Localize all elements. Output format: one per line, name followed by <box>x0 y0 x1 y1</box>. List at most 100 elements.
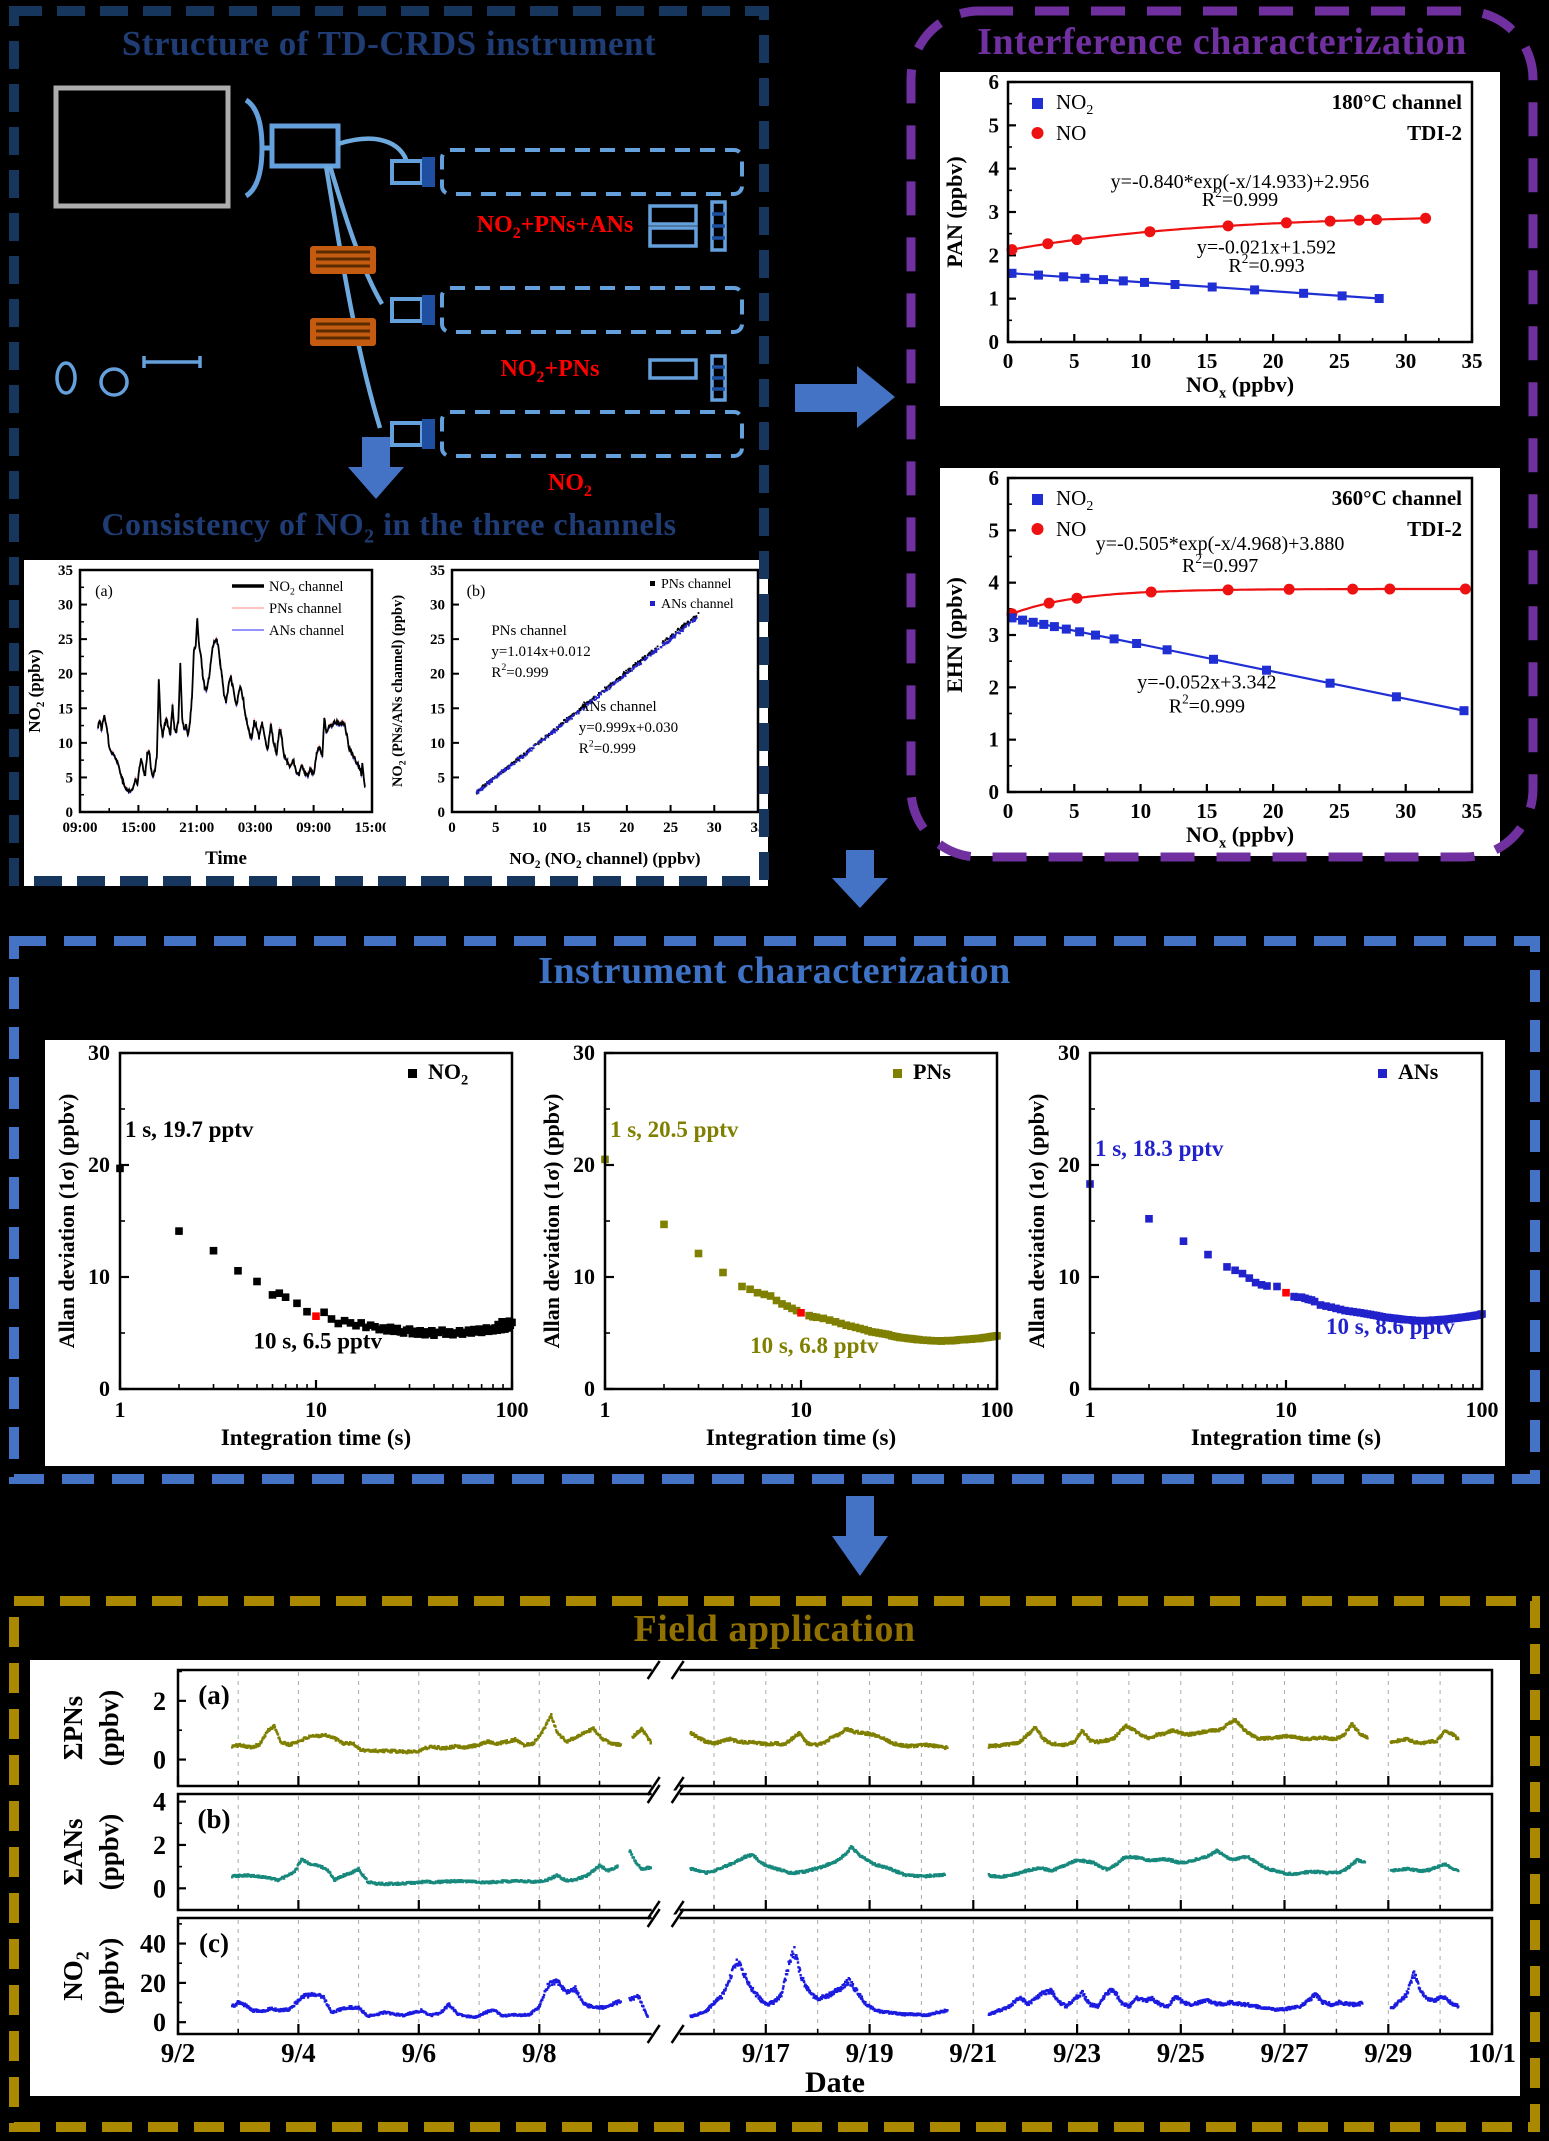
y-axis-label: Allan deviation (1σ) (ppbv) <box>54 1093 79 1348</box>
flow-components-2 <box>648 354 727 402</box>
chart-text: 0 <box>66 805 74 821</box>
x-axis-label: Integration time (s) <box>706 1425 896 1450</box>
chart-text: 15:00 <box>121 820 156 836</box>
field-data-(b) <box>231 1845 1460 1887</box>
chart-text: 10 <box>1130 799 1151 823</box>
structure-consistency-panel: Structure of TD-CRDS instrument <box>10 8 768 886</box>
chart-text: 0 <box>989 330 1000 354</box>
allan-svg: 1 10 100 0 10 20 30 Integration time (s) Allan d… <box>54 1040 529 1450</box>
chart-text: 10 <box>430 735 445 751</box>
chart-text: 15 <box>1196 799 1217 823</box>
flow-components-1 <box>648 200 727 252</box>
channel-title: 180°C channel <box>1332 90 1462 114</box>
chart-text: 35 <box>58 563 73 579</box>
chart-text: 4 <box>989 157 1000 181</box>
chart-text: 35 <box>751 820 766 836</box>
chart-text: 15 <box>430 701 445 717</box>
date-tick: 9/27 <box>1261 2038 1309 2068</box>
blue-r2: R2=0.993 <box>1228 251 1304 277</box>
chart-text: 100 <box>1466 1397 1499 1422</box>
consistency-plots-card: 0 5 10 15 20 25 30 35 09:00 15:00 21:00 03:00 09:00 1… <box>24 560 768 886</box>
field-title: Field application <box>633 1608 916 1650</box>
allan-points <box>1086 1179 1486 1324</box>
chart-text: 20 <box>1263 349 1284 373</box>
chart-text: PNs <box>913 1059 951 1084</box>
arrow-down-middle-icon <box>832 850 888 908</box>
field-panel: Field application 0 2 (a) ΣPNs (ppbv) 0 2 4 (b) Σ… <box>8 1595 1541 2133</box>
chart-text: 1 <box>115 1397 126 1422</box>
allan-svg: 1 10 100 0 10 20 30 Integration time (s) Allan d… <box>1024 1040 1499 1450</box>
annotation-10s: 10 s, 6.8 pptv <box>750 1333 879 1358</box>
consistency-chart-a: 0 5 10 15 20 25 30 35 09:00 15:00 21:00 03:00 09:00 1… <box>24 558 390 889</box>
chart-text: 5 <box>1069 349 1080 373</box>
channel-label-1: NO2+PNs+ANs <box>477 212 634 242</box>
date-tick: 9/23 <box>1053 2038 1101 2068</box>
chart-text: 25 <box>1329 799 1350 823</box>
panel-letter: (a) <box>95 583 113 600</box>
chart-text: 6 <box>989 72 1000 94</box>
annotation-10s: 10 s, 6.5 pptv <box>254 1328 383 1353</box>
instrument-schematic: NO2+PNs+ANs NO2+PNs NO2 <box>53 85 744 500</box>
chart-text: 5 <box>438 770 446 786</box>
field-plots-card: 0 2 (a) ΣPNs (ppbv) 0 2 4 (b) ΣANs (ppbv) 0 20 40 (c) N… <box>30 1660 1520 2099</box>
x-axis-label: Integration time (s) <box>221 1425 411 1450</box>
fit-annotation: ANs channel <box>579 699 657 715</box>
chart-text: PNs channel <box>269 601 342 617</box>
y-axis-label-unit: (ppbv) <box>94 1938 124 2015</box>
chart-text: 0 <box>1003 799 1014 823</box>
tdi-title: TDI-2 <box>1407 121 1462 145</box>
chart-text: 35 <box>1462 349 1483 373</box>
chart-text: 0 <box>448 820 456 836</box>
field-data-(a) <box>231 1713 1460 1755</box>
axes: 1 10 100 0 10 20 30 <box>573 1040 1014 1422</box>
chart-text: 10 <box>58 735 73 751</box>
interference-180-chart: 0 5 10 15 20 25 30 35 0 1 2 3 4 5 6 NOx (ppbv) PAN (ppbv… <box>940 70 1500 411</box>
heater-360-icon <box>310 318 376 346</box>
chart-text: 0 <box>99 1376 110 1401</box>
chart-text: 10 <box>532 820 547 836</box>
highlight-point <box>1282 1288 1290 1296</box>
chart-text: 25 <box>1329 349 1350 373</box>
red-r2: R2=0.999 <box>1202 185 1278 211</box>
y-axis-label-unit: (ppbv) <box>94 1814 124 1891</box>
chart-text: 0 <box>1069 1376 1080 1401</box>
legend: NO2 channel PNs channel ANs channel <box>232 579 344 639</box>
series-lines <box>97 617 366 794</box>
chart-text: 30 <box>1058 1041 1080 1065</box>
fit-annotation: R2=0.999 <box>491 662 548 681</box>
allan-svg: 1 10 100 0 10 20 30 Integration time (s) Allan d… <box>539 1040 1014 1450</box>
chart-text: 15 <box>1196 349 1217 373</box>
chart-text: NO <box>1056 517 1086 541</box>
chart-text: 25 <box>430 632 445 648</box>
date-tick: 9/8 <box>522 2038 557 2068</box>
chart-text: 5 <box>1069 799 1080 823</box>
chart-text: 1 <box>1085 1397 1096 1422</box>
chart-text: 20 <box>1058 1152 1080 1177</box>
chart-text: ANs channel <box>269 623 344 639</box>
chart-text: 10 <box>305 1397 327 1422</box>
chart-text: 5 <box>492 820 500 836</box>
date-tick: 9/21 <box>949 2038 997 2068</box>
chart-text: 20 <box>430 666 445 682</box>
y-axis-label-name: ΣPNs <box>58 1696 88 1760</box>
chart-text: 30 <box>707 820 722 836</box>
axes: 0 5 10 15 20 25 30 35 0 1 2 3 4 5 6 <box>989 70 1483 373</box>
chart-text: 20 <box>1263 799 1284 823</box>
chart-text: 10 <box>790 1397 812 1422</box>
chart-text: 100 <box>496 1397 529 1422</box>
chart-text: 30 <box>573 1041 595 1065</box>
interference-panel: Interference characterization 0 5 10 15 20 25… <box>905 8 1539 863</box>
chart-text: 1 <box>989 287 1000 311</box>
allan-ans-chart: 1 10 100 0 10 20 30 Integration time (s) Allan d… <box>1020 1040 1500 1466</box>
field-grid-(c) <box>237 1920 1441 2032</box>
date-tick: 9/6 <box>402 2038 437 2068</box>
chart-text: 35 <box>430 563 445 579</box>
field-data-(c) <box>231 1946 1460 2019</box>
arrow-down-field-icon <box>832 1496 888 1576</box>
chart-text: 1 <box>989 728 1000 752</box>
chart-text: 30 <box>88 1041 110 1065</box>
legend: PNs channel ANs channel <box>650 577 734 612</box>
chart-text: 6 <box>989 468 1000 490</box>
interference-360-card: 0 5 10 15 20 25 30 35 0 1 2 3 4 5 6 NOx (ppbv) EHN (ppbv… <box>940 466 1500 856</box>
